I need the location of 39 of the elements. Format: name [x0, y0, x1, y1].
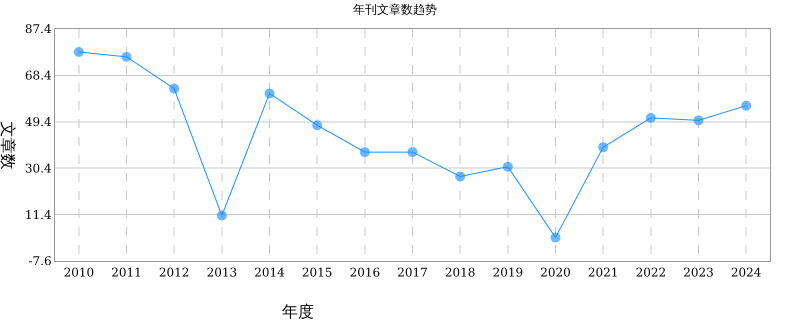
point: [264, 88, 274, 98]
y-tick-label: 30.4: [24, 161, 52, 176]
x-tick-label: 2024: [730, 265, 762, 280]
x-tick-label: 2013: [206, 265, 238, 280]
x-tick-label: 2016: [350, 265, 380, 280]
x-tick-label: 2023: [683, 265, 714, 280]
point: [741, 100, 752, 111]
x-axis-title: 年度: [282, 302, 314, 321]
y-tick-label: 68.4: [24, 68, 52, 83]
y-tick-label: 49.4: [24, 115, 52, 129]
y-tick-label: 11.4: [24, 208, 52, 222]
point: [694, 115, 704, 126]
x-tick-label: 2022: [636, 265, 666, 280]
x-tick-label: 2015: [302, 265, 332, 280]
x-tick-label: 2010: [64, 265, 94, 280]
x-tick-label: 2014: [254, 265, 286, 280]
y-axis-title: 文章数: [0, 121, 18, 170]
x-tick-label: 2017: [397, 265, 428, 280]
point: [502, 162, 513, 172]
x-tick-label: 2021: [588, 265, 618, 280]
point: [312, 120, 322, 130]
y-tick-label: 87.4: [24, 22, 52, 36]
point: [122, 52, 132, 62]
x-tick-label: 2018: [444, 265, 476, 280]
point: [550, 232, 560, 243]
x-tick-label: 2019: [492, 265, 524, 280]
x-tick-label: 2012: [158, 265, 190, 280]
point: [360, 147, 370, 158]
point: [408, 147, 418, 158]
x-tick-label: 2020: [540, 265, 571, 280]
point: [74, 46, 84, 57]
point: [646, 112, 656, 123]
x-tick-label: 2011: [111, 265, 142, 280]
chart-title: 年刊文章数趋势: [353, 2, 437, 16]
point: [169, 84, 180, 94]
point: [598, 142, 608, 152]
y-tick-label: -7.6: [28, 254, 52, 268]
point: [455, 172, 466, 182]
point: [216, 210, 227, 221]
